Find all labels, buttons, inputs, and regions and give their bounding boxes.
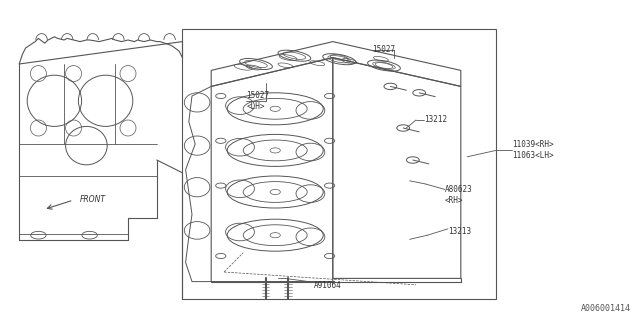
Text: A91064: A91064 [314, 281, 341, 290]
Text: 15027: 15027 [372, 45, 396, 54]
Text: A80623
<RH>: A80623 <RH> [445, 185, 472, 205]
Text: A006001414: A006001414 [580, 304, 630, 313]
Bar [182, 29, 496, 299]
Text: 15027
<LH>: 15027 <LH> [246, 91, 269, 111]
Text: 11039<RH>
11063<LH>: 11039<RH> 11063<LH> [512, 140, 554, 160]
Text: 13213: 13213 [448, 228, 471, 236]
Text: 13212: 13212 [424, 116, 447, 124]
Text: FRONT: FRONT [80, 196, 106, 204]
